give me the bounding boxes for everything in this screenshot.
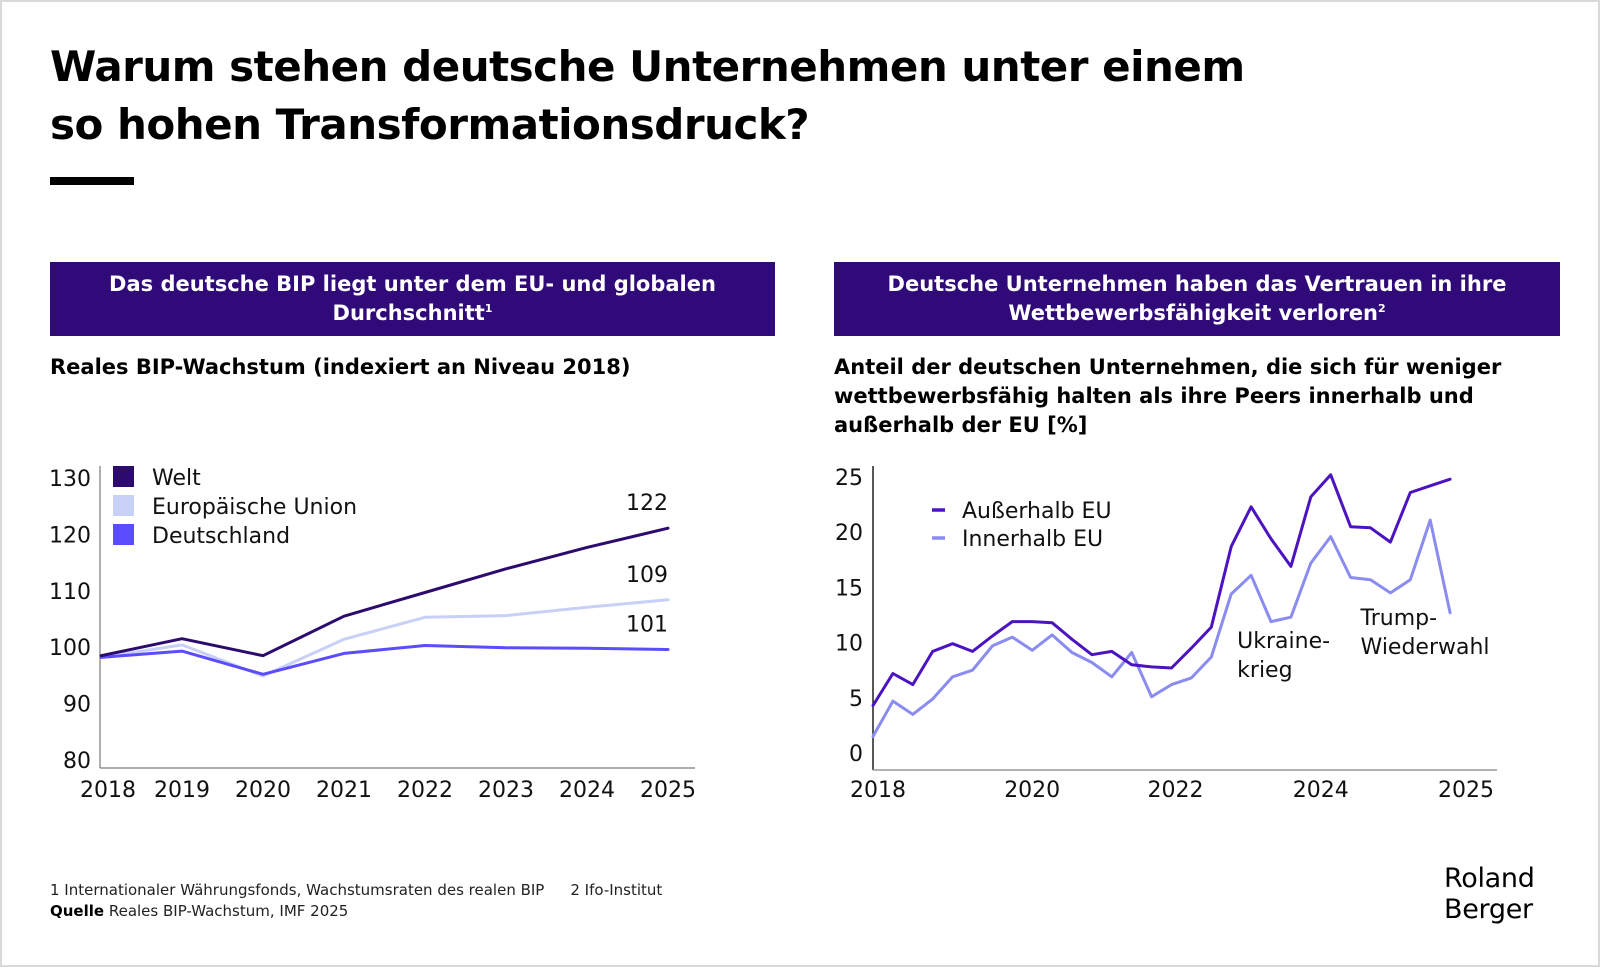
right-chart-subtitle: Anteil der deutschen Unternehmen, die si… bbox=[834, 355, 1502, 437]
y-tick-label: 130 bbox=[49, 467, 91, 492]
y-tick-label: 0 bbox=[849, 742, 863, 767]
series-line-ausserhalb-eu bbox=[871, 473, 1452, 707]
title-underline bbox=[50, 177, 134, 185]
x-tick-label: 2020 bbox=[1004, 778, 1060, 803]
annotation-ukraine-war: Ukraine- bbox=[1237, 629, 1330, 654]
end-value-label: 101 bbox=[626, 612, 668, 637]
annotation-ukraine-war: krieg bbox=[1237, 658, 1292, 683]
x-tick-label: 2018 bbox=[850, 778, 906, 803]
y-tick-label: 90 bbox=[63, 693, 91, 718]
legend-swatch bbox=[113, 524, 134, 545]
x-tick-label: 2024 bbox=[559, 778, 615, 803]
page-title: Warum stehen deutsche Unternehmen unter … bbox=[50, 38, 1350, 154]
series-line-deutschland bbox=[99, 644, 670, 676]
end-value-label: 122 bbox=[626, 491, 668, 516]
y-tick-label: 5 bbox=[849, 687, 863, 712]
series-line-innerhalb-eu bbox=[871, 518, 1452, 738]
x-tick-label: 2024 bbox=[1293, 778, 1349, 803]
left-chart-subtitle: Reales BIP-Wachstum (indexiert an Niveau… bbox=[50, 355, 631, 379]
logo-line-2: Berger bbox=[1444, 894, 1533, 925]
end-value-label: 109 bbox=[626, 563, 668, 588]
source-label: Quelle bbox=[50, 902, 105, 920]
series-line-welt bbox=[99, 526, 670, 658]
footnotes: 1 Internationaler Währungsfonds, Wachstu… bbox=[50, 880, 662, 922]
left-panel-banner: Das deutsche BIP liegt unter dem EU- und… bbox=[50, 262, 775, 336]
legend-label: Europäische Union bbox=[152, 495, 357, 520]
y-tick-label: 25 bbox=[835, 466, 863, 491]
source-line: Quelle Reales BIP-Wachstum, IMF 2025 bbox=[50, 901, 662, 922]
footnote-ref-2: 2 bbox=[1378, 302, 1386, 315]
x-tick-label: 2025 bbox=[1438, 778, 1494, 803]
legend-label: Welt bbox=[152, 466, 201, 491]
footnote-2: 2 Ifo-Institut bbox=[570, 881, 663, 899]
legend-swatch bbox=[113, 466, 134, 487]
y-tick-label: 15 bbox=[835, 576, 863, 601]
x-tick-label: 2020 bbox=[235, 778, 291, 803]
footnote-line: 1 Internationaler Währungsfonds, Wachstu… bbox=[50, 880, 662, 901]
x-tick-label: 2025 bbox=[640, 778, 696, 803]
source-text: Reales BIP-Wachstum, IMF 2025 bbox=[108, 902, 349, 920]
x-tick-label: 2022 bbox=[397, 778, 453, 803]
series-line-europ-ische-union bbox=[99, 598, 670, 678]
y-tick-label: 110 bbox=[49, 580, 91, 605]
title-line-2: so hohen Transformationsdruck? bbox=[50, 100, 810, 149]
gdp-growth-chart: 80 90 100 110 120 130 2018 2019 2020 2021 2022 2023… bbox=[49, 466, 696, 803]
y-tick-label: 10 bbox=[835, 632, 863, 657]
x-tick-label: 2019 bbox=[154, 778, 210, 803]
right-banner-text: Deutsche Unternehmen haben das Vertrauen… bbox=[887, 272, 1507, 325]
y-tick-label: 120 bbox=[49, 523, 91, 548]
y-tick-label: 20 bbox=[835, 521, 863, 546]
left-banner-text: Das deutsche BIP liegt unter dem EU- und… bbox=[109, 272, 716, 325]
title-line-1: Warum stehen deutsche Unternehmen unter … bbox=[50, 42, 1245, 91]
x-tick-label: 2023 bbox=[478, 778, 534, 803]
y-tick-label: 80 bbox=[63, 749, 91, 774]
legend-label: Außerhalb EU bbox=[962, 499, 1112, 524]
roland-berger-logo: Roland Berger bbox=[1444, 863, 1535, 925]
x-tick-label: 2018 bbox=[80, 778, 136, 803]
annotation-trump-reelection: Wiederwahl bbox=[1361, 635, 1490, 660]
legend-label: Deutschland bbox=[152, 524, 290, 549]
x-tick-label: 2022 bbox=[1147, 778, 1203, 803]
footnote-1: 1 Internationaler Währungsfonds, Wachstu… bbox=[50, 881, 545, 899]
legend-swatch bbox=[113, 495, 134, 516]
y-tick-label: 100 bbox=[49, 636, 91, 661]
x-tick-label: 2021 bbox=[316, 778, 372, 803]
logo-line-1: Roland bbox=[1444, 863, 1535, 894]
right-panel-banner: Deutsche Unternehmen haben das Vertrauen… bbox=[834, 262, 1560, 336]
legend-label: Innerhalb EU bbox=[962, 527, 1103, 552]
annotation-trump-reelection: Trump- bbox=[1360, 606, 1438, 631]
footnote-ref-1: 1 bbox=[484, 302, 493, 315]
